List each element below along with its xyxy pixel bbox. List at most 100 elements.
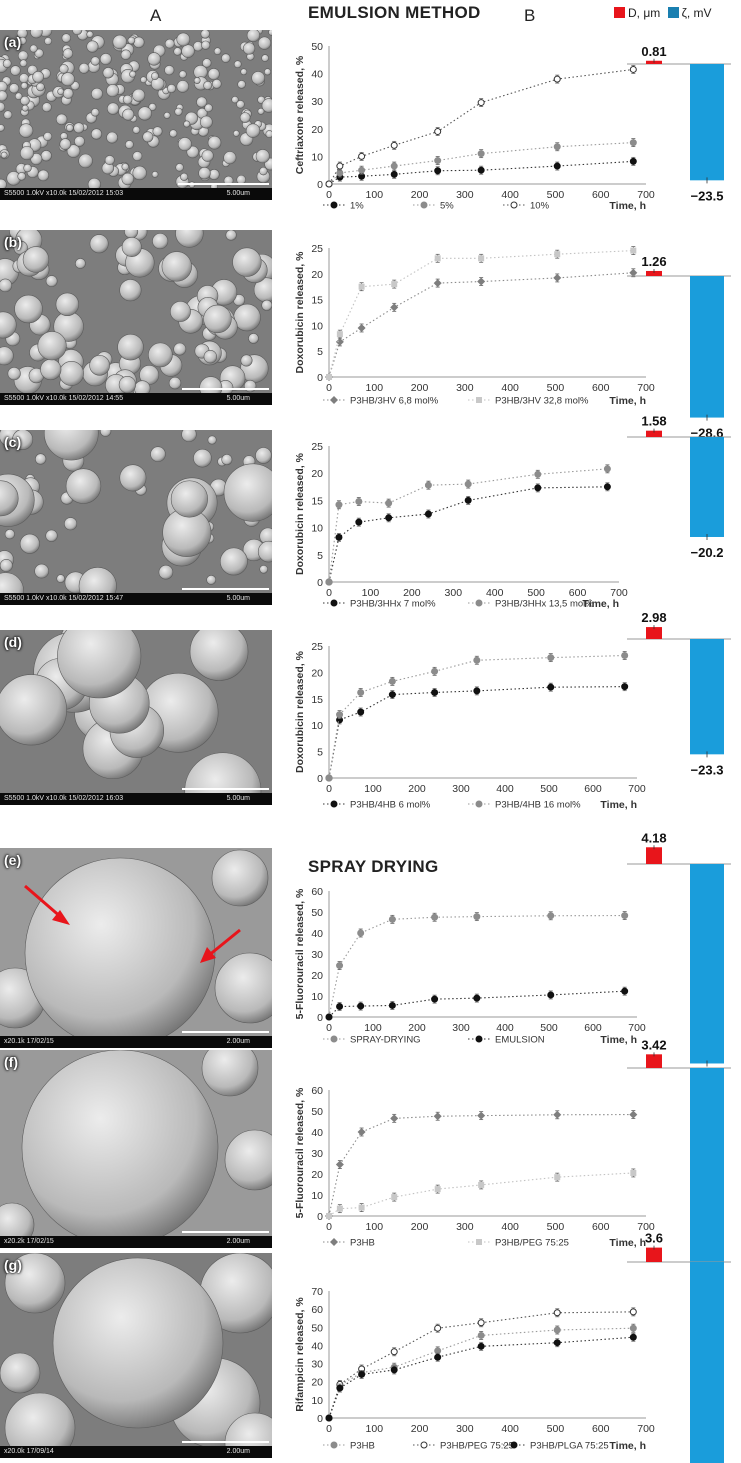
particle: [74, 135, 85, 147]
particle: [90, 56, 100, 66]
particle: [65, 468, 102, 504]
data-point: [385, 499, 393, 507]
zeta-legend-label: ζ, mV: [681, 6, 712, 20]
panel-label: (f): [4, 1054, 18, 1070]
x-tick-label: 200: [403, 587, 421, 599]
particle: [37, 169, 50, 182]
y-tick-label: 10: [311, 1395, 323, 1407]
particle: [8, 83, 20, 94]
data-point: [477, 1342, 485, 1350]
legend-label: P3HB/4HB 16 mol%: [495, 800, 581, 811]
particle: [176, 32, 191, 47]
particle: [78, 567, 117, 593]
particle: [180, 172, 189, 181]
particle: [150, 72, 159, 81]
size-zeta-bar-column: 0.81 −23.5 1.26−28.61.58 −20.2 2.98 −23.3 4.18…: [627, 44, 731, 1463]
x-tick-label: 300: [456, 382, 474, 394]
scale-bar: [182, 1231, 269, 1233]
particle: [106, 102, 120, 115]
x-tick-label: 100: [366, 382, 384, 394]
data-point: [434, 1324, 442, 1332]
data-point: [431, 667, 439, 675]
particle: [14, 294, 43, 324]
particle: [142, 131, 154, 143]
particle: [251, 71, 266, 85]
sem-micrograph: [0, 230, 272, 393]
data-point: [621, 987, 629, 995]
sem-acquisition-info: S5500 1.0kV x10.0k 15/02/2012 16:03: [4, 795, 124, 802]
particle: [202, 58, 212, 68]
particle: [36, 82, 45, 92]
particle: [219, 547, 248, 576]
particle: [203, 350, 218, 364]
d-value-label: 0.81: [641, 44, 666, 59]
particle: [118, 375, 136, 393]
x-tick-label: 600: [592, 382, 610, 394]
data-point: [335, 501, 343, 509]
particle: [200, 30, 210, 39]
x-tick-label: 400: [501, 1221, 519, 1233]
data-point: [433, 1112, 442, 1121]
d-value-label: 1.26: [641, 254, 666, 269]
particle: [121, 236, 142, 257]
d-bar: [646, 270, 662, 276]
legend-marker: [510, 1441, 518, 1449]
x-tick-label: 100: [364, 783, 382, 795]
particle: [257, 540, 272, 563]
series-line: [328, 160, 634, 185]
x-tick-label: 700: [637, 382, 655, 394]
y-tick-label: 70: [311, 1286, 323, 1298]
y-tick-label: 0: [317, 372, 323, 384]
particle: [43, 430, 99, 461]
particle: [121, 163, 129, 171]
sem-acquisition-info: S5500 1.0kV x10.0k 15/02/2012 14:55: [4, 395, 124, 402]
data-point: [325, 578, 333, 586]
d-legend-swatch: [614, 7, 625, 18]
particle: [242, 42, 256, 55]
d-value-label: 3.42: [641, 1037, 666, 1052]
data-point: [325, 180, 333, 188]
x-tick-label: 600: [584, 1022, 602, 1034]
y-tick-label: 5: [317, 550, 323, 562]
x-tick-label: 700: [628, 1022, 646, 1034]
x-tick-label: 500: [540, 1022, 558, 1034]
x-tick-label: 400: [486, 587, 504, 599]
x-tick-label: 600: [584, 783, 602, 795]
particle: [120, 49, 132, 60]
column-b-header: B: [524, 6, 536, 25]
particle: [19, 146, 34, 161]
particle: [4, 1253, 66, 1314]
particle: [201, 149, 214, 162]
particle: [45, 529, 58, 542]
data-point: [477, 166, 485, 174]
x-tick-label: 0: [326, 587, 332, 599]
particle: [257, 107, 265, 115]
series-line: [328, 1336, 634, 1419]
data-point: [390, 162, 398, 170]
particle: [30, 153, 43, 166]
panel-label: (a): [4, 34, 22, 50]
particle: [0, 278, 13, 293]
data-point: [390, 1348, 398, 1356]
particle: [0, 572, 24, 593]
y-tick-label: 0: [317, 1211, 323, 1223]
x-axis-title: Time, h: [609, 1440, 646, 1452]
data-point: [431, 913, 439, 921]
x-tick-label: 600: [592, 1423, 610, 1435]
data-point: [603, 465, 611, 473]
particle: [207, 435, 217, 445]
y-tick-label: 25: [311, 641, 323, 653]
y-tick-label: 40: [311, 69, 323, 81]
sem-acquisition-info: S5500 1.0kV x10.0k 15/02/2012 15:03: [4, 190, 124, 197]
legend-marker: [475, 800, 483, 808]
particle: [152, 126, 163, 137]
data-point: [477, 150, 485, 158]
particle: [193, 448, 212, 468]
scale-bar: [182, 1441, 269, 1443]
particle: [177, 137, 192, 152]
data-point: [433, 279, 442, 288]
particle: [261, 54, 269, 62]
particle: [150, 446, 166, 462]
particle: [0, 1352, 41, 1394]
